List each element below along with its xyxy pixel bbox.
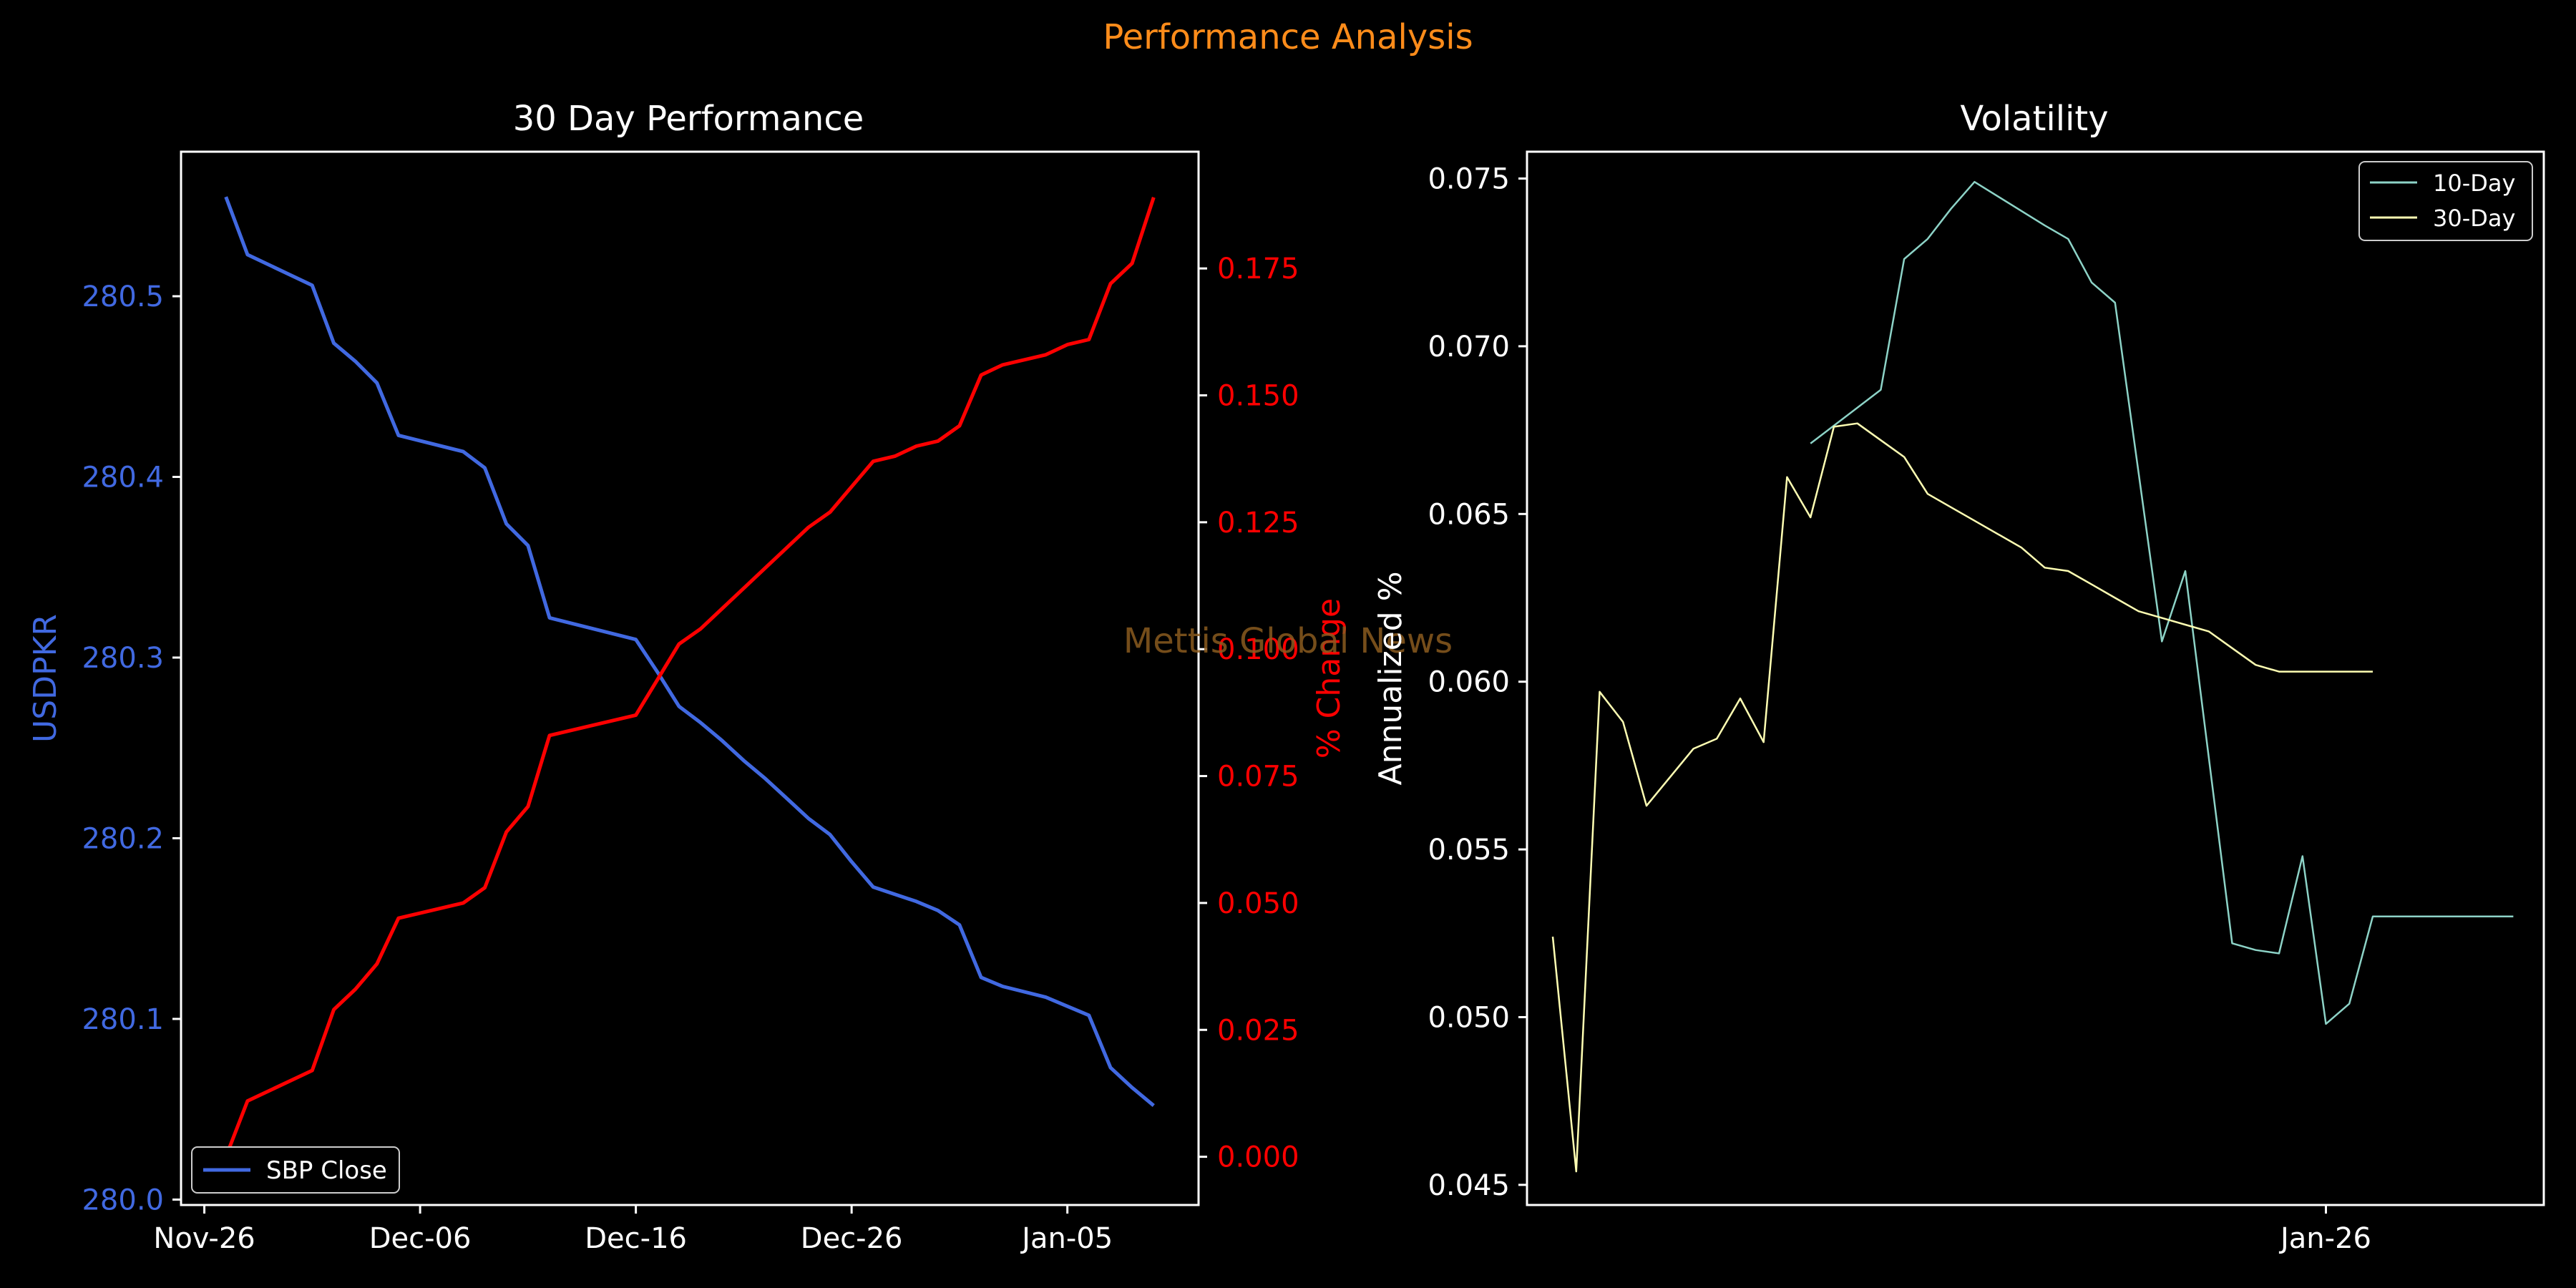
y-tick-label: 0.055 [1428,834,1510,867]
x-tick-label: Dec-16 [585,1222,687,1255]
legend-right: 10-Day 30-Day [2358,161,2533,241]
chart-title-30-day: 30 Day Performance [513,99,864,139]
x-axis-volatility: Jan-26 [2278,1205,2371,1255]
y-tick-label-right: 0.075 [1217,761,1299,794]
y-tick-label-right: 0.150 [1217,380,1299,413]
y-axis-label-usdpkr: USDPKR [27,614,64,743]
chart-title-volatility: Volatility [1960,99,2108,139]
y-tick-label: 0.075 [1428,163,1510,196]
y-tick-label-right: 0.050 [1217,887,1299,920]
y-axis-left: 280.0 280.1 280.2 280.3 280.4 280.5 [82,280,181,1216]
y-tick-label-right: 0.000 [1217,1141,1299,1174]
y-axis-volatility: 0.045 0.050 0.055 0.060 0.065 0.070 0.075 [1428,163,1527,1202]
y-tick-label-left: 280.0 [82,1184,164,1216]
figure-title: Performance Analysis [1103,17,1473,57]
y-tick-label-right: 0.025 [1217,1014,1299,1047]
x-tick-label: Nov-26 [153,1222,255,1255]
chart-30-day-performance: 30 Day Performance Nov-26 Dec-06 Dec-16 Dec… [27,99,1347,1255]
y-axis-label-pct-change: % Change [1311,598,1347,758]
series-line-sbp-close [224,196,1155,1108]
chart-volatility: Volatility Jan-26 0.0450.0500.0550.0600.… [1372,99,2545,1255]
y-axis-label-annualized: Annualized % [1372,571,1409,785]
y-tick-label-left: 280.4 [82,461,164,494]
y-tick-label-left: 280.5 [82,280,164,313]
y-tick-label: 0.070 [1428,331,1510,364]
legend-label-sbp-close: SBP Close [266,1156,387,1185]
legend-label-30-day: 30-Day [2433,205,2515,232]
y-tick-label-right: 0.100 [1217,633,1299,666]
legend-left: SBP Close [191,1146,400,1194]
x-tick-label: Jan-05 [1020,1222,1113,1255]
watermark: Mettis Global News [1123,621,1453,661]
y-tick-label-right: 0.175 [1217,253,1299,286]
series-line-pct-change [224,197,1156,1158]
y-tick-label-left: 280.3 [82,642,164,675]
y-tick-label-right: 0.125 [1217,507,1299,540]
y-tick-label: 0.050 [1428,1001,1510,1034]
legend-label-10-day: 10-Day [2433,170,2515,197]
plot-frame-right [1526,150,2545,1206]
y-tick-label: 0.060 [1428,666,1510,699]
x-tick-label: Jan-26 [2278,1222,2371,1255]
plot-frame-left [180,150,1200,1206]
series-line-30-day [1551,422,2373,1173]
x-tick-label: Dec-06 [369,1222,472,1255]
series-line-10-day [1810,180,2514,1025]
x-tick-label: Dec-26 [801,1222,903,1255]
y-tick-label-left: 280.2 [82,822,164,855]
y-axis-right: 0.000 0.025 0.050 0.075 0.100 0.125 0.150 0.175 [1199,253,1299,1174]
y-tick-label-left: 280.1 [82,1003,164,1036]
y-tick-label: 0.065 [1428,498,1510,531]
y-tick-label: 0.045 [1428,1169,1510,1202]
x-axis-left: Nov-26 Dec-06 Dec-16 Dec-26 Jan-05 [153,1205,1113,1255]
